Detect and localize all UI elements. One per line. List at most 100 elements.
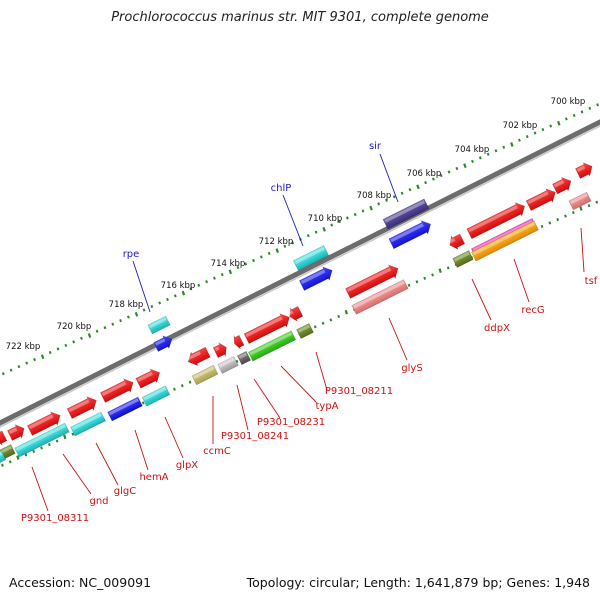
gene-block[interactable]	[141, 385, 171, 407]
gene-label-bottom[interactable]: glgC	[114, 486, 136, 497]
gene-block[interactable]	[466, 199, 528, 240]
gene-block[interactable]	[6, 422, 27, 443]
gene-block[interactable]	[298, 264, 335, 293]
gene-label-bottom[interactable]: tsf	[585, 276, 598, 287]
ruler-tick	[447, 170, 451, 174]
ruler-tick	[548, 221, 552, 225]
ruler-tick	[446, 266, 450, 270]
ruler-tick	[220, 273, 224, 277]
kbp-label: 722 kbp	[6, 342, 41, 352]
gene-block[interactable]	[153, 333, 175, 354]
gene-block[interactable]	[99, 376, 136, 405]
gene-label-bottom[interactable]: typA	[315, 401, 338, 412]
gene-label-bottom[interactable]: recG	[521, 305, 544, 316]
gene-block[interactable]	[66, 394, 100, 421]
genome-backbone-highlight	[0, 125, 600, 428]
gene-block[interactable]	[452, 250, 474, 268]
ruler-tick	[392, 195, 396, 199]
gene-label-top[interactable]: chlP	[271, 183, 292, 194]
gene-label-bottom[interactable]: ddpX	[484, 323, 510, 334]
gene-label-bottom[interactable]: ccmC	[203, 446, 231, 457]
gene-label-top[interactable]: sir	[369, 141, 382, 152]
gene-label-top[interactable]: rpe	[123, 249, 140, 260]
gene-block[interactable]	[191, 364, 219, 386]
ruler-tick	[556, 217, 560, 222]
gene-block[interactable]	[107, 396, 143, 422]
ruler-tick	[525, 135, 529, 139]
ruler-tick	[369, 205, 373, 211]
gene-label-bottom[interactable]: P9301_08241	[221, 431, 289, 442]
ruler-tick	[64, 343, 68, 347]
ruler-tick	[63, 434, 67, 440]
ruler-tick	[47, 442, 51, 447]
gene-block[interactable]	[243, 311, 293, 346]
gene-block[interactable]	[345, 262, 402, 300]
gene-block[interactable]	[217, 356, 239, 374]
ruler-tick	[494, 149, 498, 153]
ruler-tick	[40, 446, 43, 450]
leader-line	[236, 384, 249, 431]
gene-label-bottom[interactable]: glyS	[401, 363, 422, 374]
gene-label-bottom[interactable]: glpX	[176, 460, 198, 471]
leader-line	[282, 194, 304, 247]
gene-block[interactable]	[525, 186, 559, 213]
ruler-tick	[71, 432, 75, 436]
gene-block[interactable]	[0, 429, 8, 447]
gene-block[interactable]	[351, 279, 409, 315]
kbp-label: 710 kbp	[308, 214, 343, 224]
gene-block[interactable]	[135, 366, 163, 390]
gene-block[interactable]	[185, 345, 211, 368]
gene-block[interactable]	[212, 341, 229, 360]
ruler-tick	[181, 290, 186, 296]
gene-block[interactable]	[26, 409, 63, 438]
gene-block[interactable]	[388, 217, 434, 250]
gene-label-bottom[interactable]: gnd	[89, 496, 108, 507]
ruler-tick	[205, 280, 208, 284]
gene-block[interactable]	[70, 411, 106, 437]
ruler-tick	[361, 209, 365, 213]
gene-block[interactable]	[247, 330, 297, 362]
leader-line	[134, 429, 149, 471]
gene-block[interactable]	[568, 191, 592, 211]
ruler-tick	[127, 315, 130, 319]
gene-block[interactable]	[231, 334, 245, 351]
ruler-tick	[344, 309, 348, 315]
gene-block[interactable]	[552, 174, 575, 195]
kbp-label: 712 kbp	[259, 237, 294, 247]
gene-label-bottom[interactable]: P9301_08231	[257, 417, 325, 428]
ruler-tick	[275, 248, 279, 253]
gene-block[interactable]	[286, 305, 304, 324]
gene-block[interactable]	[382, 198, 430, 230]
gene-block[interactable]	[471, 220, 539, 262]
gene-block[interactable]	[0, 450, 7, 464]
leader-line	[164, 416, 184, 459]
gene-block[interactable]	[296, 323, 314, 339]
ruler-tick	[40, 354, 45, 360]
ruler-tick	[252, 258, 255, 263]
ruler-tick	[518, 138, 521, 142]
leader-line	[471, 278, 492, 321]
gene-block[interactable]	[236, 350, 252, 366]
gene-block[interactable]	[147, 315, 171, 335]
ruler-tick	[510, 142, 514, 147]
ruler-tick	[502, 145, 506, 149]
kbp-label: 702 kbp	[503, 121, 538, 131]
ruler-tick	[80, 336, 83, 340]
gene-block[interactable]	[446, 232, 466, 252]
ruler-tick	[471, 159, 474, 163]
gene-block[interactable]	[0, 444, 16, 462]
gene-label-bottom[interactable]: hemA	[139, 472, 168, 483]
ruler-tick	[455, 166, 459, 171]
gene-block[interactable]	[292, 245, 330, 271]
ruler-tick	[25, 361, 29, 365]
gene-label-bottom[interactable]: P9301_08311	[21, 513, 89, 524]
ruler-tick	[588, 106, 592, 110]
ruler-tick	[111, 322, 115, 326]
gene-block[interactable]	[574, 160, 595, 181]
ruler-tick	[173, 387, 176, 391]
kbp-label: 708 kbp	[357, 191, 392, 201]
gene-label-bottom[interactable]: P9301_08211	[325, 386, 393, 397]
ruler-tick	[353, 212, 357, 217]
gene-block[interactable]	[14, 422, 70, 458]
kbp-label: 718 kbp	[109, 300, 144, 310]
